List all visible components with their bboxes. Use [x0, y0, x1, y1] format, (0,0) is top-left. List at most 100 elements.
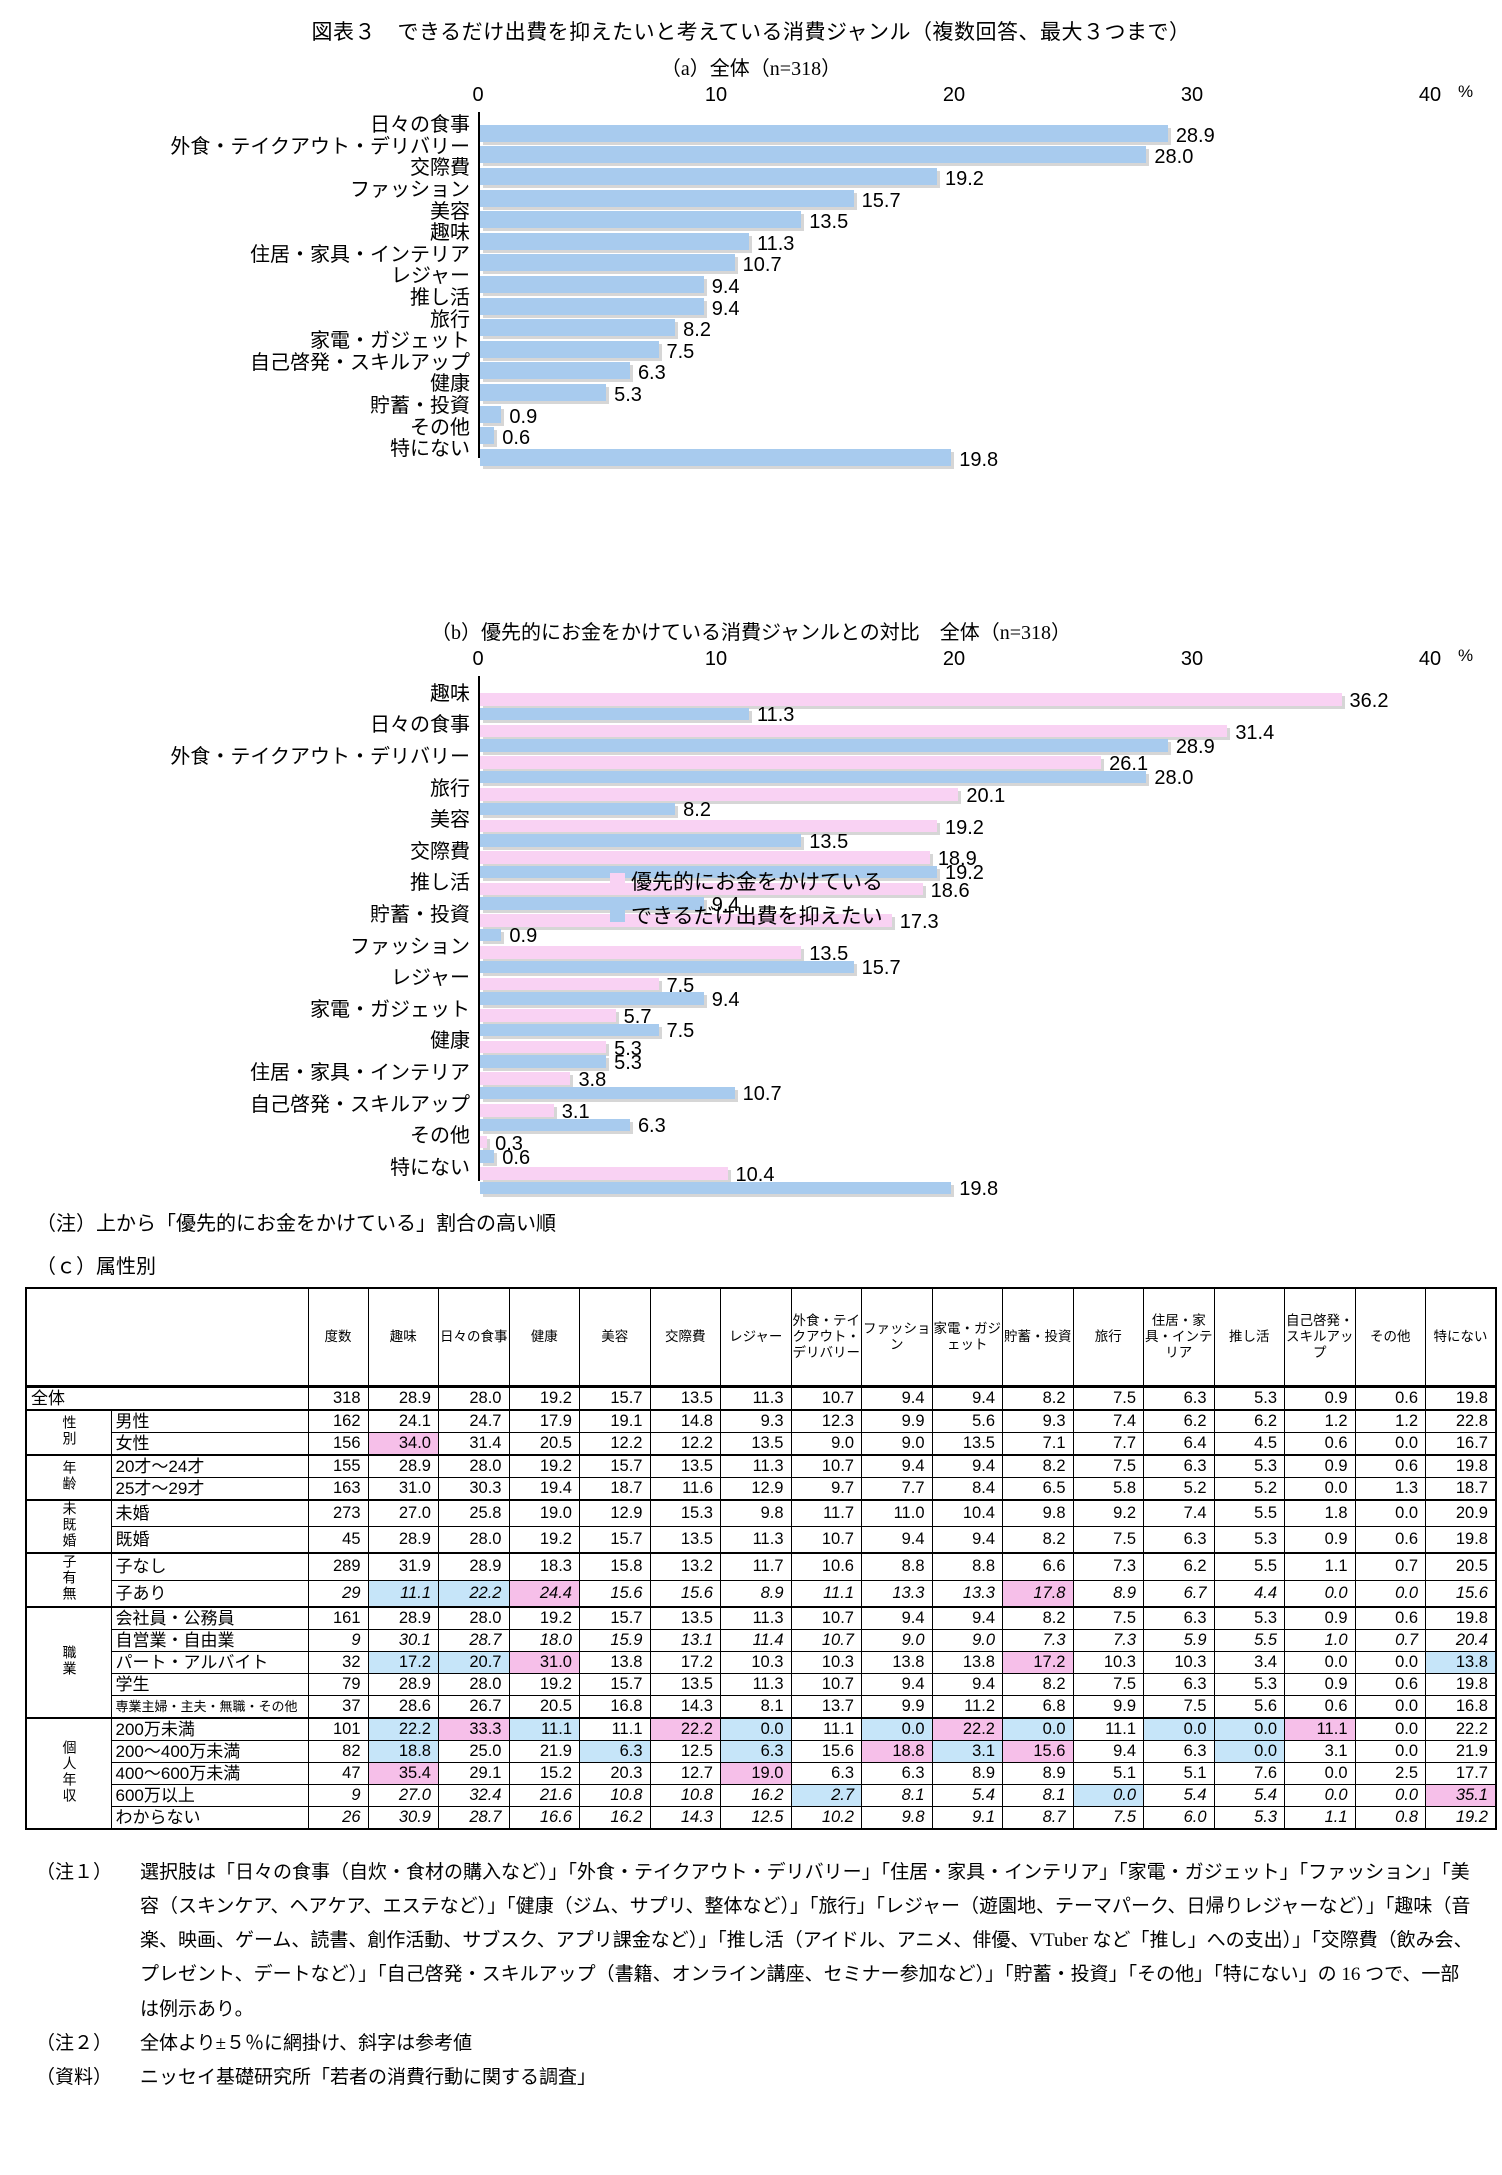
chart-row: 推し活 18.6 9.4 [0, 865, 1502, 915]
data-cell: 18.0 [508, 1628, 580, 1652]
chart-b: （b）優先的にお金をかけている消費ジャンルとの対比 全体（n=318） 0 10 2… [0, 616, 1502, 1200]
axis-tick: 20 [942, 84, 966, 106]
data-cell: 7.3 [1072, 1628, 1144, 1652]
table-header-cell: 度数 [307, 1287, 369, 1388]
table-row: 性別 男性 162 24.1 24.7 17.9 19.1 14.8 9.3 12.3 9.9 5.6… [25, 1409, 1497, 1456]
data-cell: 7.5 [1072, 1805, 1144, 1830]
data-cell: 10.8 [579, 1783, 651, 1807]
bar-pink [480, 819, 937, 833]
data-cell: 6.0 [1143, 1805, 1215, 1830]
data-cell: 8.9 [720, 1579, 792, 1608]
chart-row: 家電・ガジェット 7.5 [0, 328, 1502, 362]
row-label-cell: 20才～24才 [110, 1454, 309, 1478]
bar-pink [480, 788, 959, 801]
data-cell: 0.0 [1284, 1761, 1356, 1785]
axis-tick: 10 [704, 647, 728, 670]
data-cell: 5.3 [1213, 1672, 1285, 1696]
table-header-cell: 家電・ガジェット [931, 1287, 1003, 1388]
value-label: 5.7 [623, 1006, 652, 1029]
data-cell: 19.2 [508, 1605, 580, 1630]
data-cell: 11.6 [649, 1477, 721, 1501]
data-cell: 0.0 [720, 1716, 792, 1741]
data-cell: 27.0 [367, 1783, 439, 1807]
data-cell: 8.2 [1002, 1385, 1074, 1411]
category-label: 健康 [430, 373, 470, 396]
value-label: 19.2 [944, 167, 984, 190]
row-label-cell: 200～400万未満 [110, 1739, 309, 1763]
row-label-cell: 学生 [110, 1672, 309, 1696]
data-cell: 20.5 [1425, 1552, 1497, 1581]
category-label: レジャー [391, 265, 470, 288]
bar-blue [480, 1118, 630, 1132]
bar-blue [480, 362, 630, 380]
value-label: 15.7 [861, 189, 901, 212]
count-cell: 162 [307, 1409, 369, 1433]
row-label-cell: 600万以上 [110, 1783, 309, 1807]
data-cell: 13.2 [649, 1552, 721, 1581]
data-cell: 7.3 [1002, 1628, 1074, 1652]
footnote-item: （注２） 全体より±５％に網掛け、斜字は参考値 [36, 2027, 1476, 2061]
bar-blue [480, 770, 1147, 784]
data-cell: 0.6 [1284, 1694, 1356, 1719]
data-cell: 9.8 [861, 1805, 933, 1830]
data-cell: 24.7 [438, 1409, 510, 1433]
data-cell: 7.7 [1072, 1432, 1144, 1456]
value-label: 19.8 [959, 448, 999, 471]
data-cell: 7.4 [1072, 1409, 1144, 1433]
bar-pink [480, 1135, 488, 1149]
count-cell: 9 [307, 1783, 369, 1807]
value-label: 0.9 [509, 405, 538, 428]
count-cell: 37 [307, 1694, 369, 1719]
data-cell: 6.3 [1143, 1385, 1215, 1411]
data-cell: 19.4 [508, 1477, 580, 1501]
data-cell: 22.8 [1425, 1409, 1497, 1433]
data-cell: 5.8 [1072, 1477, 1144, 1501]
data-cell: 15.6 [1425, 1579, 1497, 1608]
data-cell: 5.3 [1213, 1385, 1285, 1411]
data-cell: 15.8 [579, 1552, 651, 1581]
data-cell: 11.1 [790, 1716, 862, 1741]
data-cell: 28.7 [438, 1805, 510, 1830]
category-label: レジャー [391, 967, 470, 990]
data-cell: 0.0 [1354, 1716, 1426, 1741]
data-cell: 8.4 [931, 1477, 1003, 1501]
data-cell: 13.5 [649, 1385, 721, 1411]
table-header-cell: 趣味 [367, 1287, 439, 1388]
data-cell: 12.2 [579, 1432, 651, 1456]
data-cell: 9.3 [1002, 1409, 1074, 1433]
data-cell: 35.1 [1425, 1783, 1497, 1807]
data-cell: 5.5 [1213, 1552, 1285, 1581]
figure-title: 図表３ できるだけ出費を抑えたいと考えている消費ジャンル（複数回答、最大３つまで… [311, 20, 1191, 44]
bar-pink [480, 1072, 571, 1085]
chart-row: 日々の食事 28.9 [0, 112, 1502, 146]
group-cell: 個人年収 [25, 1716, 112, 1830]
value-label: 26.1 [1109, 753, 1149, 776]
data-cell: 20.9 [1425, 1499, 1497, 1528]
chart-b-legend: 優先的にお金をかけている できるだけ出費を抑えたい [610, 864, 883, 932]
category-label: 住居・家具・インテリア [250, 1061, 470, 1084]
row-label-cell: 200万未満 [110, 1716, 309, 1741]
row-label-cell: 既婚 [110, 1526, 309, 1554]
category-label: 特にない [390, 1156, 470, 1179]
data-cell: 24.4 [508, 1579, 580, 1608]
data-cell: 9.4 [931, 1526, 1003, 1554]
data-cell: 15.7 [579, 1454, 651, 1478]
data-cell: 0.6 [1354, 1454, 1426, 1478]
data-cell: 0.0 [861, 1716, 933, 1741]
table-header-cell: 貯蓄・投資 [1002, 1287, 1074, 1388]
data-cell: 15.9 [579, 1628, 651, 1652]
data-cell: 12.7 [649, 1761, 721, 1785]
data-cell: 9.0 [790, 1432, 862, 1456]
data-cell: 9.4 [861, 1454, 933, 1478]
row-label-cell: 子なし [110, 1552, 309, 1581]
bar-pink [480, 882, 923, 896]
data-cell: 0.0 [1354, 1694, 1426, 1719]
value-label: 0.3 [495, 1132, 523, 1155]
data-cell: 13.8 [579, 1650, 651, 1674]
bar-blue [480, 383, 607, 401]
category-label: 住居・家具・インテリア [250, 243, 470, 266]
data-cell: 4.4 [1213, 1579, 1285, 1608]
axis-tick: 0 [472, 647, 484, 670]
bar-pink [480, 1104, 554, 1117]
bar-blue [480, 189, 854, 207]
